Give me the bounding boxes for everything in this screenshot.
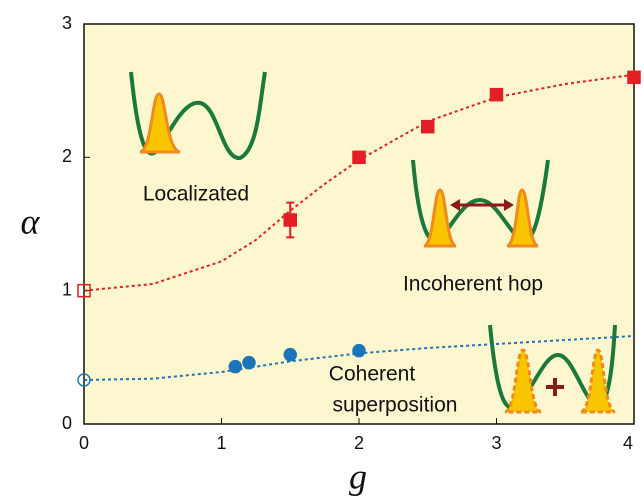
- data-point: [283, 347, 297, 362]
- illustrations: [129, 71, 617, 414]
- data-point: [77, 283, 91, 298]
- data-point: [352, 343, 366, 358]
- data-point: [352, 150, 366, 165]
- y-tick-label: 0: [62, 413, 72, 433]
- y-tick-label: 3: [62, 13, 72, 33]
- x-tick-label: 3: [491, 433, 501, 453]
- data-point: [283, 213, 297, 227]
- x-tick-label: 2: [354, 433, 364, 453]
- y-tick-label: 2: [62, 146, 72, 166]
- annotation: Incoherent hop: [403, 273, 543, 296]
- annotation: Localizated: [143, 183, 249, 206]
- data-point: [242, 355, 256, 370]
- fit-line: [83, 335, 635, 381]
- y-tick-label: 1: [62, 279, 72, 299]
- x-tick-label: 1: [216, 433, 226, 453]
- y-axis-label: α: [21, 201, 41, 241]
- data-point: [489, 87, 504, 102]
- fit-line: [83, 73, 635, 292]
- x-tick-label: 0: [79, 433, 89, 453]
- annotation: Coherent: [329, 363, 416, 386]
- data-point: [77, 373, 91, 387]
- annotation: superposition: [333, 394, 458, 417]
- data-point: [228, 359, 242, 374]
- x-axis-label: g: [349, 456, 367, 496]
- data-point: [627, 70, 641, 85]
- x-tick-label: 4: [623, 433, 633, 453]
